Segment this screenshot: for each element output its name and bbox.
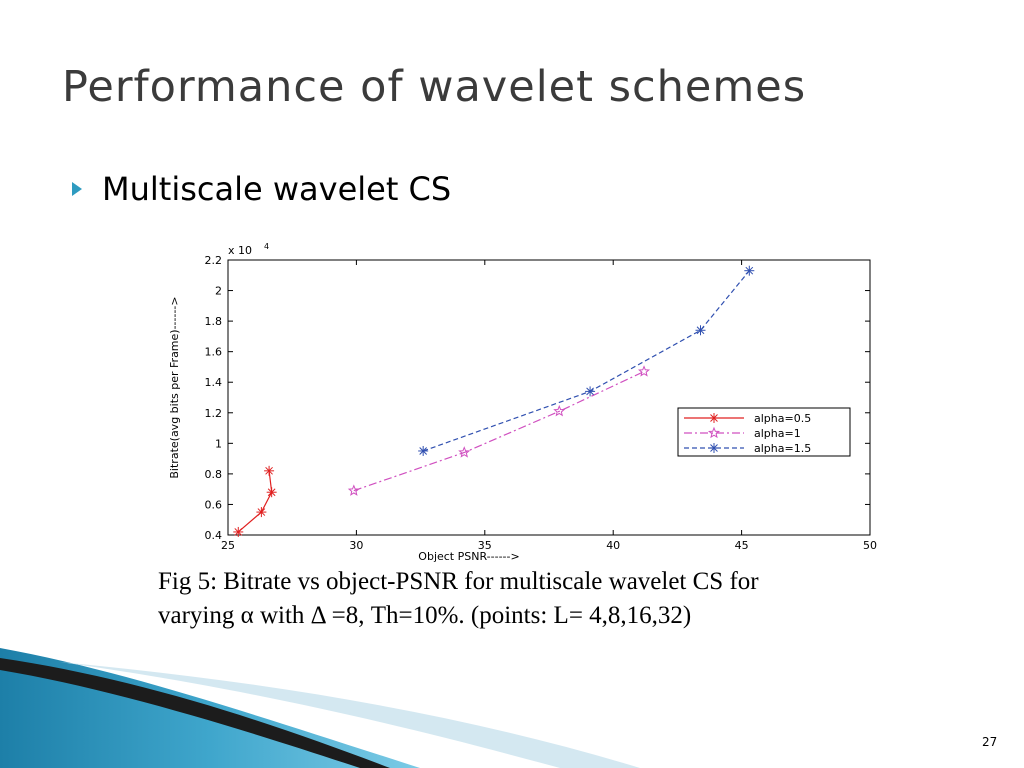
slide-title: Performance of wavelet schemes	[62, 62, 807, 112]
y-tick-label: 1.8	[205, 315, 223, 328]
y-tick-label: 0.6	[205, 498, 223, 511]
x-tick-label: 25	[221, 539, 235, 552]
legend-label-0: alpha=0.5	[754, 412, 811, 425]
y-tick-label: 2	[215, 285, 222, 298]
x-axis-label: Object PSNR------>	[418, 550, 519, 563]
chart-svg: 25 30 35 40 45 50 0.4 0.6 0.8 1 1.2 1.4 1.6 1.8 2 2.2 x …	[168, 242, 877, 563]
legend-label-1: alpha=1	[754, 427, 801, 440]
data-point-series-0	[266, 487, 277, 498]
legend-marker-0	[709, 413, 719, 423]
series-line-0	[237, 470, 273, 533]
chart: 25 30 35 40 45 50 0.4 0.6 0.8 1 1.2 1.4 1.6 1.8 2 2.2 x …	[160, 240, 890, 565]
y-tick-label: 1.2	[205, 407, 223, 420]
y-tick-label: 2.2	[205, 254, 223, 267]
data-point-series-1	[458, 446, 471, 458]
legend-marker-1	[707, 426, 721, 439]
legend-label-2: alpha=1.5	[754, 442, 811, 455]
bullet-arrow-icon	[72, 182, 82, 196]
caption-line-1: Fig 5: Bitrate vs object-PSNR for multis…	[158, 568, 759, 595]
data-point-series-0	[264, 465, 275, 476]
x-tick-label: 40	[606, 539, 620, 552]
data-point-series-0	[233, 526, 244, 537]
data-point-series-2	[695, 325, 706, 336]
legend-box	[677, 407, 851, 457]
y-axis-label: Bitrate(avg bits per Frame)------>	[168, 296, 181, 478]
bullet-text: Multiscale wavelet CS	[102, 170, 452, 208]
y-multiplier: x 10	[228, 244, 252, 257]
y-tick-label: 0.8	[205, 468, 223, 481]
x-tick-label: 30	[349, 539, 363, 552]
series-line-2	[422, 270, 750, 452]
bullet-item: Multiscale wavelet CS	[72, 170, 451, 208]
decorative-swoosh	[0, 648, 640, 768]
figure-caption: Fig 5: Bitrate vs object-PSNR for multis…	[158, 565, 906, 633]
y-tick-label: 1	[215, 437, 222, 450]
y-exponent: 4	[264, 242, 269, 251]
data-point-series-1	[553, 404, 566, 417]
data-point-series-2	[418, 445, 429, 456]
y-tick-label: 1.4	[205, 376, 223, 389]
data-point-series-0	[256, 507, 267, 518]
x-tick-label: 45	[735, 539, 749, 552]
y-tick-label: 1.6	[205, 346, 223, 359]
data-point-series-2	[744, 265, 755, 276]
legend-marker-2	[709, 443, 719, 453]
data-point-series-1	[347, 484, 360, 496]
plot-area	[227, 259, 871, 536]
data-point-series-1	[637, 365, 651, 377]
data-point-series-2	[585, 386, 596, 397]
slide-number: 27	[982, 735, 998, 749]
y-tick-label: 0.4	[205, 529, 223, 542]
x-tick-label: 35	[478, 539, 492, 552]
x-tick-label: 50	[863, 539, 877, 552]
caption-line-2: varying α with Δ =8, Th=10%. (points: L=…	[158, 602, 692, 629]
series-line-1	[353, 370, 645, 492]
